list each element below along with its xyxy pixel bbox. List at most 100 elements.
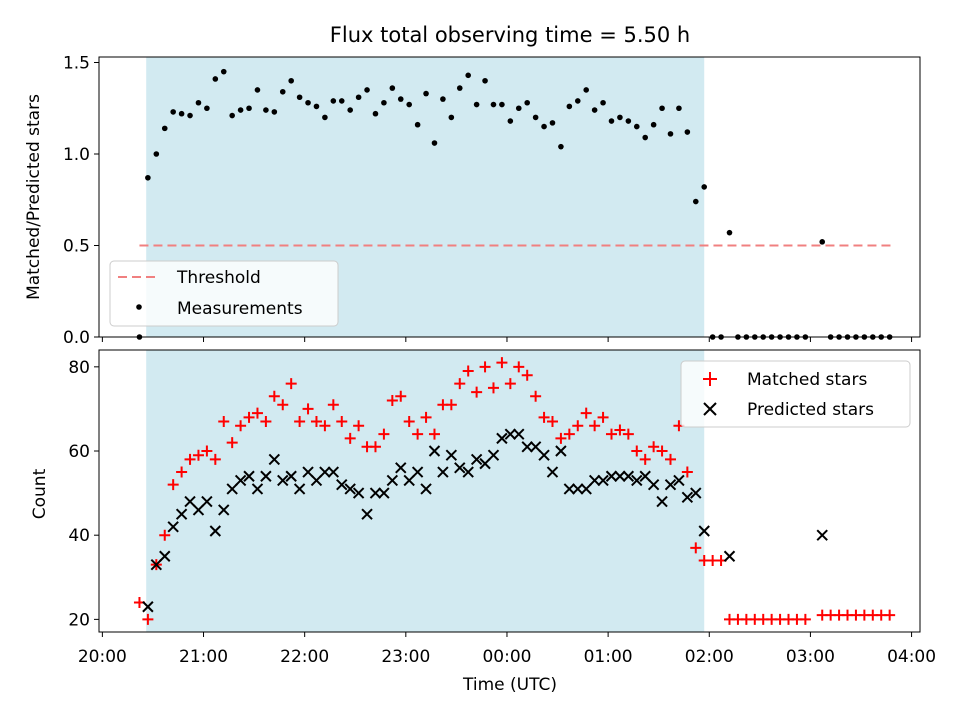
measurement-point — [296, 94, 303, 101]
predicted-star-point — [631, 474, 643, 487]
measurement-point — [549, 120, 556, 126]
matched-star-point — [479, 361, 491, 373]
measurement-point — [161, 125, 168, 132]
predicted-star-point — [175, 508, 188, 520]
predicted-star-point — [192, 504, 205, 516]
matched-star-point — [614, 424, 626, 436]
top-y-ticks: 0.0 0.5 1.0 1.5 — [63, 53, 99, 348]
predicted-star-point — [437, 466, 449, 478]
predicted-star-point — [572, 483, 584, 495]
predicted-star-point — [352, 487, 365, 499]
matched-star-point — [209, 453, 221, 465]
y-tick-label: 1.5 — [63, 53, 90, 73]
matched-star-point — [176, 466, 188, 478]
measurement-point — [330, 98, 337, 104]
measurement-point — [263, 107, 269, 113]
matched-star-point — [302, 403, 314, 415]
matched-star-point — [428, 428, 440, 440]
measurement-point — [178, 110, 185, 117]
measurement-point — [212, 76, 219, 82]
matched-star-point — [471, 386, 483, 398]
predicted-star-point — [403, 474, 415, 487]
matched-star-point — [639, 453, 651, 465]
measurement-point — [313, 103, 320, 110]
y-tick-label: 40 — [68, 526, 90, 546]
matched-star-point — [260, 416, 272, 428]
measurement-point — [431, 140, 438, 146]
measurement-point — [271, 109, 278, 115]
measurement-point — [676, 105, 682, 112]
predicted-star-point — [681, 491, 694, 504]
matched-star-point — [656, 445, 668, 457]
measurement-point — [364, 87, 370, 93]
predicted-star-point — [159, 550, 171, 562]
matched-star-point — [538, 411, 550, 423]
measurement-point — [254, 87, 261, 93]
predicted-star-point — [546, 466, 559, 478]
predicted-star-point — [167, 521, 179, 533]
legend-predicted-swatch — [703, 402, 717, 416]
matched-star-point — [319, 420, 331, 432]
y-tick-label: 80 — [68, 358, 90, 378]
matched-star-point — [487, 382, 499, 394]
x-tick-label: 02:00 — [685, 647, 734, 667]
matched-star-point — [243, 411, 255, 423]
predicted-star-point — [816, 529, 828, 541]
measurement-point — [153, 151, 160, 157]
measurement-point — [684, 129, 691, 135]
matched-star-point — [159, 529, 171, 541]
measurement-point — [355, 94, 362, 101]
measurement-point — [532, 114, 539, 121]
matched-star-point — [648, 441, 660, 453]
measurement-point — [381, 99, 387, 106]
top-legend: Threshold Measurements — [109, 260, 339, 327]
legend-matched-swatch — [703, 372, 717, 386]
x-tick-label: 23:00 — [381, 647, 430, 667]
measurement-point — [583, 87, 590, 93]
matched-star-point — [403, 416, 415, 428]
measurement-point — [195, 99, 202, 106]
matched-star-point — [563, 428, 575, 440]
predicted-star-point — [529, 441, 542, 453]
matched-star-point — [344, 432, 356, 444]
matched-star-point — [462, 365, 474, 377]
matched-star-point — [378, 428, 390, 440]
predicted-star-point — [319, 466, 331, 478]
bottom-legend: Matched stars Predicted stars — [680, 360, 911, 428]
measurement-point — [170, 109, 176, 115]
measurement-point — [229, 112, 235, 119]
measurement-point — [338, 98, 345, 104]
predicted-star-point — [538, 449, 550, 461]
matched-star-point — [504, 378, 516, 390]
legend-predicted-label: Predicted stars — [747, 400, 874, 420]
x-tick-label: 04:00 — [887, 647, 936, 667]
predicted-star-point — [361, 508, 373, 520]
predicted-star-point — [614, 470, 626, 482]
matched-star-point — [580, 407, 592, 419]
x-tick-label: 01:00 — [584, 647, 633, 667]
predicted-star-point — [277, 474, 289, 487]
legend-measurements-label: Measurements — [177, 299, 303, 319]
measurement-point — [617, 114, 623, 121]
matched-star-point — [369, 441, 381, 453]
y-tick-label: 20 — [68, 610, 90, 630]
predicted-star-point — [479, 457, 491, 470]
measurement-point — [279, 88, 286, 95]
y-tick-label: 60 — [68, 442, 90, 462]
predicted-star-point — [664, 478, 677, 491]
predicted-star-point — [555, 445, 567, 457]
matched-star-point — [681, 466, 693, 478]
measurement-point — [507, 118, 514, 124]
predicted-star-point — [513, 428, 525, 440]
measurement-point — [633, 123, 640, 130]
measurement-point — [574, 98, 581, 104]
measurement-point — [650, 121, 657, 128]
matched-star-point — [589, 420, 601, 432]
predicted-star-point — [698, 525, 710, 537]
measurement-point — [305, 99, 311, 106]
predicted-star-point — [336, 478, 348, 491]
matched-star-point — [631, 445, 643, 457]
measurement-point — [322, 114, 328, 121]
matched-star-point — [395, 390, 407, 402]
